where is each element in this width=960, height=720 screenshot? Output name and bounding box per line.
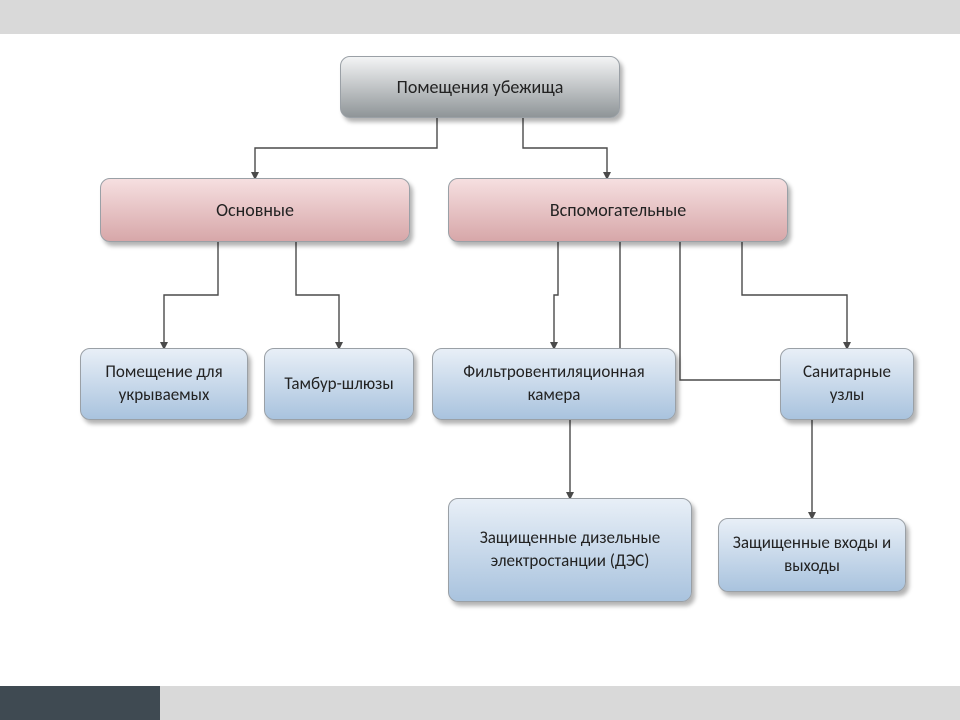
edge-aux-r2 <box>742 242 847 348</box>
node-label: Помещение для укрываемых <box>91 361 237 407</box>
node-r3: Защищенные дизельные электростанции (ДЭС… <box>448 498 692 602</box>
node-label: Защищенные входы и выходы <box>729 532 895 578</box>
edge-main-l2 <box>296 242 339 348</box>
node-aux: Вспомогательные <box>448 178 788 242</box>
node-r2: Санитарные узлы <box>780 348 914 420</box>
node-l1: Помещение для укрываемых <box>80 348 248 420</box>
node-r4: Защищенные входы и выходы <box>718 518 906 592</box>
node-label: Тамбур-шлюзы <box>284 373 393 396</box>
edge-aux-r1 <box>554 242 558 348</box>
node-label: Помещения убежища <box>397 75 564 99</box>
edge-root-aux <box>523 118 607 178</box>
node-root: Помещения убежища <box>340 56 620 118</box>
node-l2: Тамбур-шлюзы <box>264 348 414 420</box>
node-main: Основные <box>100 178 410 242</box>
node-label: Фильтровентиляционная камера <box>443 361 665 407</box>
node-r1: Фильтровентиляционная камера <box>432 348 676 420</box>
header-bar <box>0 0 960 34</box>
edge-root-main <box>255 118 437 178</box>
node-label: Основные <box>216 198 294 222</box>
node-label: Санитарные узлы <box>791 361 903 407</box>
node-label: Вспомогательные <box>550 198 686 222</box>
node-label: Защищенные дизельные электростанции (ДЭС… <box>459 527 681 573</box>
footer-accent <box>0 686 160 720</box>
edge-main-l1 <box>164 242 218 348</box>
